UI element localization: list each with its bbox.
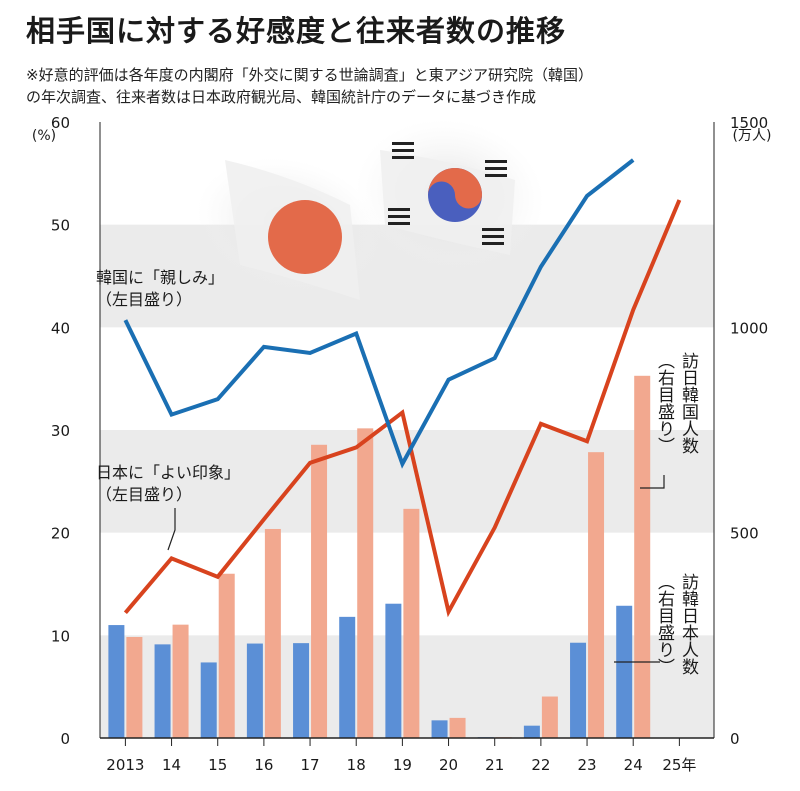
y-axis-ticks: 0 10 20 30 40 50 60 0 500 1000 1500 <box>51 114 768 748</box>
bar-visitors-to-korea <box>154 644 171 738</box>
bar-visitors-to-japan <box>541 696 558 738</box>
bar-visitors-to-korea <box>246 643 263 738</box>
bar-visitors-to-korea <box>570 642 587 738</box>
x-tick-label: 19 <box>393 756 412 774</box>
bar-visitors-to-japan <box>634 375 651 738</box>
bar-visitors-to-japan <box>172 624 189 738</box>
left-axis-tick-label: 60 <box>51 114 70 132</box>
japan-line-scale-note: （左目盛り） <box>96 485 192 504</box>
bar-visitors-to-korea <box>108 625 125 738</box>
left-axis-tick-label: 10 <box>51 627 70 645</box>
x-tick-label: 23 <box>577 756 596 774</box>
bar-series <box>108 375 651 738</box>
right-axis-unit: (万人) <box>733 128 772 144</box>
bar-visitors-to-japan <box>126 636 143 738</box>
left-axis-unit: (%) <box>32 128 56 144</box>
korea-line-scale-note: （左目盛り） <box>96 290 192 309</box>
bar-visitors-to-korea <box>523 725 540 738</box>
x-tick-label: 17 <box>301 756 320 774</box>
bar-visitors-to-korea <box>339 616 356 738</box>
x-tick-label: 15 <box>208 756 227 774</box>
line-series <box>123 158 682 618</box>
bar-visitors-to-korea <box>616 605 633 738</box>
visitors-to-japan-label: 訪日韓国人数 <box>678 352 699 454</box>
bar-visitors-to-japan <box>449 717 466 738</box>
chart-title: 相手国に対する好感度と往来者数の推移 <box>26 14 567 48</box>
left-axis-tick-label: 50 <box>51 217 70 235</box>
bar-visitors-to-korea <box>200 662 217 738</box>
korea-line-label: 韓国に「親しみ」 <box>96 268 224 287</box>
x-axis-ticks: 2013 14 15 16 17 18 19 20 21 22 23 24 25年 <box>106 738 696 774</box>
bar-visitors-to-korea <box>385 603 402 738</box>
bar-visitors-to-japan <box>588 452 605 738</box>
line-japan-favorability <box>123 199 682 618</box>
source-note-line2: の年次調査、往来者数は日本政府観光局、韓国統計庁のデータに基づき作成 <box>26 88 537 106</box>
visitors-to-japan-scale-note: （右目盛り） <box>654 352 675 454</box>
x-tick-label: 25年 <box>662 756 696 774</box>
left-axis-tick-label: 20 <box>51 525 70 543</box>
bar-visitors-to-japan <box>357 428 374 738</box>
line-korea-affinity <box>123 158 635 469</box>
x-tick-label: 24 <box>624 756 643 774</box>
left-axis-tick-label: 30 <box>51 422 70 440</box>
bar-visitors-to-korea <box>431 720 448 738</box>
left-axis-tick-label: 0 <box>60 730 70 748</box>
right-axis-tick-label: 0 <box>730 730 740 748</box>
visitors-to-korea-label: 訪韓日本人数 <box>678 573 699 675</box>
x-tick-label: 20 <box>439 756 458 774</box>
korea-flag-illustration <box>355 119 545 271</box>
bar-visitors-to-japan <box>218 573 235 738</box>
x-tick-label: 14 <box>162 756 181 774</box>
bar-visitors-to-japan <box>403 508 420 738</box>
right-axis-tick-label: 500 <box>730 525 759 543</box>
x-tick-label: 21 <box>485 756 504 774</box>
x-tick-label: 2013 <box>106 756 144 774</box>
left-axis-tick-label: 40 <box>51 319 70 337</box>
x-tick-label: 16 <box>254 756 273 774</box>
visitors-to-korea-scale-note: （右目盛り） <box>654 573 675 675</box>
bar-visitors-to-japan <box>311 444 328 738</box>
visitors-to-japan-leader <box>640 475 665 489</box>
right-axis-tick-label: 1500 <box>730 114 768 132</box>
japan-line-label: 日本に「よい印象」 <box>96 463 240 482</box>
japan-flag-illustration <box>196 157 384 300</box>
bar-visitors-to-japan <box>264 528 281 738</box>
x-tick-label: 22 <box>531 756 550 774</box>
bar-visitors-to-korea <box>293 643 310 738</box>
right-axis-tick-label: 1000 <box>730 319 768 337</box>
source-note-line1: ※好意的評価は各年度の内閣府「外交に関する世論調査」と東アジア研究院（韓国） <box>26 66 593 84</box>
x-tick-label: 18 <box>347 756 366 774</box>
japan-line-leader <box>167 508 176 551</box>
